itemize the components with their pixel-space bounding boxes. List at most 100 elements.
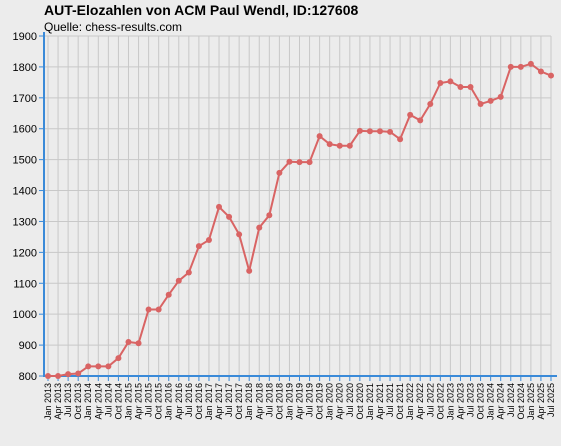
data-point <box>467 84 474 90</box>
data-point <box>286 158 293 165</box>
data-point <box>507 63 514 70</box>
data-point <box>548 72 554 79</box>
x-tick-label: Apr 2022 <box>415 383 425 420</box>
axes <box>43 32 557 377</box>
data-point <box>205 237 212 243</box>
x-tick-label: Apr 2013 <box>53 383 63 420</box>
data-point <box>236 231 243 238</box>
data-point <box>527 60 534 67</box>
x-tick-label: Jul 2016 <box>184 383 194 417</box>
data-point <box>75 370 82 377</box>
x-tick-label: Apr 2015 <box>134 383 144 420</box>
y-tick-label: 1500 <box>13 155 37 167</box>
data-point <box>316 133 323 140</box>
x-tick-label: Jan 2018 <box>244 383 254 420</box>
x-tick-label: Jul 2022 <box>425 383 435 417</box>
data-point <box>246 267 253 274</box>
x-tick-label: Jul 2014 <box>103 383 113 417</box>
series <box>45 60 554 379</box>
data-point <box>497 93 504 100</box>
data-point <box>296 159 303 166</box>
x-tick-label: Oct 2020 <box>355 383 365 420</box>
y-tick-label: 1100 <box>13 278 37 290</box>
data-point <box>155 306 162 313</box>
data-point <box>437 79 444 86</box>
y-tick-label: 1700 <box>13 93 37 105</box>
x-tick-label: Jan 2016 <box>164 383 174 420</box>
data-point <box>537 68 544 75</box>
data-point <box>517 63 524 70</box>
x-tick-label: Jan 2013 <box>43 383 53 420</box>
chart-subtitle: Quelle: chess-results.com <box>44 20 183 34</box>
y-tick-label: 1000 <box>13 309 37 321</box>
data-point <box>125 339 132 345</box>
x-tick-label: Oct 2023 <box>476 383 486 420</box>
x-tick-label: Oct 2021 <box>395 383 405 420</box>
y-tick-label: 900 <box>19 340 37 352</box>
x-tick-label: Apr 2017 <box>214 383 224 420</box>
x-tick-label: Apr 2020 <box>335 383 345 420</box>
data-point <box>336 142 343 149</box>
x-tick-label: Jan 2017 <box>204 383 214 420</box>
x-tick-label: Jul 2018 <box>264 383 274 417</box>
x-tick-label: Oct 2024 <box>516 383 526 420</box>
data-point <box>457 84 464 90</box>
plot-area <box>44 36 551 376</box>
x-tick-label: Apr 2024 <box>496 383 506 420</box>
y-tick-label: 1800 <box>13 62 37 74</box>
data-point <box>195 243 202 250</box>
data-point <box>407 111 414 118</box>
x-tick-label: Apr 2023 <box>455 383 465 420</box>
data-point <box>276 169 283 176</box>
data-point <box>115 355 122 362</box>
x-tick-label: Jul 2023 <box>466 383 476 417</box>
x-tick-label: Oct 2019 <box>315 383 325 420</box>
x-tick-label: Apr 2016 <box>174 383 184 420</box>
data-point <box>55 373 62 379</box>
data-point <box>356 127 363 134</box>
data-point <box>226 213 233 220</box>
data-point <box>145 306 152 313</box>
data-point <box>306 159 313 166</box>
x-tick-label: Oct 2015 <box>154 383 164 420</box>
x-tick-label: Jan 2021 <box>365 383 375 420</box>
y-axis-ticks: 800 900 1000 1100 1200 1300 1400 1500 1600 1700 18… <box>13 31 44 383</box>
data-point <box>387 128 394 135</box>
y-tick-label: 1300 <box>13 216 37 228</box>
chart-title: AUT-Elozahlen von ACM Paul Wendl, ID:127… <box>44 2 359 18</box>
grid-lines <box>44 35 552 377</box>
data-point <box>65 371 72 378</box>
data-point <box>447 78 454 85</box>
x-tick-label: Jul 2015 <box>144 383 154 417</box>
data-point <box>417 117 424 124</box>
x-tick-label: Apr 2018 <box>254 383 264 420</box>
x-tick-label: Jan 2019 <box>284 383 294 420</box>
x-tick-label: Jan 2020 <box>325 383 335 420</box>
x-tick-label: Jul 2017 <box>224 383 234 417</box>
x-tick-label: Apr 2014 <box>93 383 103 420</box>
y-tick-label: 1600 <box>13 124 37 136</box>
x-tick-label: Apr 2019 <box>295 383 305 420</box>
x-tick-label: Jan 2022 <box>405 383 415 420</box>
data-point <box>165 291 172 298</box>
x-tick-label: Oct 2017 <box>234 383 244 420</box>
y-tick-label: 1900 <box>13 31 37 43</box>
x-tick-label: Jul 2024 <box>506 383 516 417</box>
x-tick-label: Jan 2025 <box>526 383 536 420</box>
x-tick-label: Jan 2015 <box>123 383 133 420</box>
data-point <box>45 373 51 379</box>
y-tick-label: 1400 <box>13 186 37 198</box>
data-point <box>477 101 484 107</box>
data-point <box>366 128 373 135</box>
x-tick-label: Oct 2022 <box>435 383 445 420</box>
data-point <box>216 203 223 210</box>
data-point <box>185 269 192 276</box>
x-tick-label: Oct 2014 <box>113 383 123 420</box>
data-point <box>397 136 404 143</box>
data-point <box>326 141 333 148</box>
data-point <box>487 97 494 104</box>
data-point <box>427 101 434 107</box>
y-tick-label: 800 <box>19 371 37 383</box>
x-tick-label: Jul 2025 <box>546 383 556 417</box>
x-tick-label: Apr 2025 <box>536 383 546 420</box>
